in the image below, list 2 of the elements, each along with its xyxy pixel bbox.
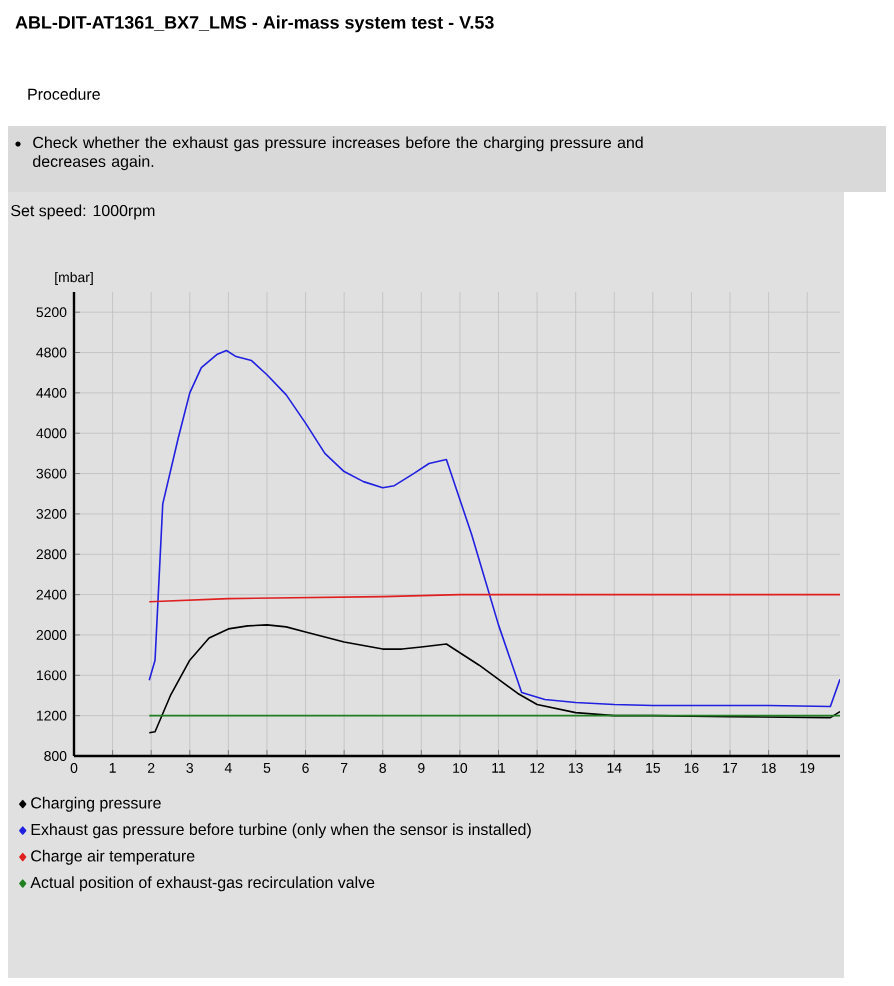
chart-title: ABL-DIT-AT1361_BX7_LMS - Air-mass system test - V.53 bbox=[15, 15, 494, 33]
line-series bbox=[148, 624, 841, 734]
